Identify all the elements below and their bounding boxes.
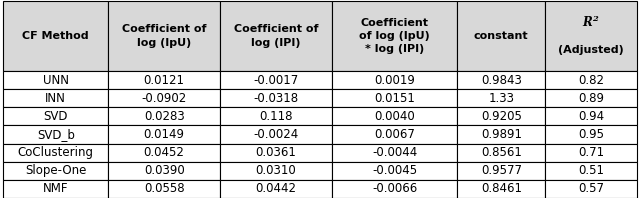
Bar (332, 89, 457, 107)
Bar (3, 71, 108, 89)
Bar (108, 71, 220, 89)
Bar (108, 107, 220, 125)
Bar (457, 125, 545, 144)
Text: Coefficient of
log (IpU): Coefficient of log (IpU) (122, 24, 206, 48)
Bar (220, 1, 332, 71)
Bar (545, 162, 637, 180)
Text: 0.118: 0.118 (259, 110, 292, 123)
Bar (457, 107, 545, 125)
Bar (108, 162, 220, 180)
Text: 0.0442: 0.0442 (255, 182, 296, 195)
Bar (3, 107, 108, 125)
Bar (220, 162, 332, 180)
Text: 0.0151: 0.0151 (374, 92, 415, 105)
Text: Slope-One: Slope-One (25, 164, 86, 177)
Text: CF Method: CF Method (22, 31, 89, 41)
Text: -0.0044: -0.0044 (372, 146, 417, 159)
Text: 0.95: 0.95 (578, 128, 604, 141)
Text: 0.0040: 0.0040 (374, 110, 415, 123)
Text: constant: constant (474, 31, 529, 41)
Bar (332, 107, 457, 125)
Text: 0.89: 0.89 (578, 92, 604, 105)
Text: -0.0066: -0.0066 (372, 182, 417, 195)
Text: 0.0283: 0.0283 (144, 110, 184, 123)
Bar (545, 107, 637, 125)
Bar (332, 1, 457, 71)
Text: 0.9891: 0.9891 (481, 128, 522, 141)
Bar (457, 162, 545, 180)
Text: 0.8561: 0.8561 (481, 146, 522, 159)
Text: SVD_b: SVD_b (36, 128, 75, 141)
Text: Coefficient of
log (IPI): Coefficient of log (IPI) (234, 24, 318, 48)
Text: -0.0024: -0.0024 (253, 128, 299, 141)
Text: NMF: NMF (43, 182, 68, 195)
Text: $\bfit{R}^2$: $\bfit{R}^2$ (582, 14, 600, 30)
Bar (332, 180, 457, 198)
Text: UNN: UNN (43, 73, 68, 87)
Bar (108, 89, 220, 107)
Bar (3, 144, 108, 162)
Text: 0.82: 0.82 (578, 73, 604, 87)
Text: 0.8461: 0.8461 (481, 182, 522, 195)
Bar (545, 125, 637, 144)
Text: SVD: SVD (44, 110, 68, 123)
Bar (3, 1, 108, 71)
Bar (545, 180, 637, 198)
Bar (332, 162, 457, 180)
Text: 0.0019: 0.0019 (374, 73, 415, 87)
Bar (108, 144, 220, 162)
Bar (3, 89, 108, 107)
Bar (108, 180, 220, 198)
Bar (220, 71, 332, 89)
Bar (220, 107, 332, 125)
Text: 0.0361: 0.0361 (255, 146, 296, 159)
Bar (545, 89, 637, 107)
Text: INN: INN (45, 92, 66, 105)
Bar (457, 71, 545, 89)
Text: 0.71: 0.71 (578, 146, 604, 159)
Text: 0.0558: 0.0558 (144, 182, 184, 195)
Bar (457, 1, 545, 71)
Bar (457, 89, 545, 107)
Text: 0.94: 0.94 (578, 110, 604, 123)
Bar (220, 89, 332, 107)
Text: -0.0902: -0.0902 (141, 92, 187, 105)
Bar (220, 125, 332, 144)
Text: Coefficient
of log (IpU)
* log (IPI): Coefficient of log (IpU) * log (IPI) (359, 18, 430, 54)
Text: (Adjusted): (Adjusted) (558, 45, 624, 55)
Bar (332, 125, 457, 144)
Bar (3, 162, 108, 180)
Text: -0.0318: -0.0318 (253, 92, 298, 105)
Text: 0.0121: 0.0121 (143, 73, 185, 87)
Bar (220, 144, 332, 162)
Text: 0.0067: 0.0067 (374, 128, 415, 141)
Text: 0.0310: 0.0310 (255, 164, 296, 177)
Bar (545, 71, 637, 89)
Text: 0.51: 0.51 (578, 164, 604, 177)
Text: CoClustering: CoClustering (18, 146, 93, 159)
Bar (332, 71, 457, 89)
Bar (545, 1, 637, 71)
Bar (457, 180, 545, 198)
Bar (220, 180, 332, 198)
Text: 1.33: 1.33 (488, 92, 515, 105)
Bar (108, 1, 220, 71)
Text: 0.0390: 0.0390 (144, 164, 184, 177)
Text: 0.9577: 0.9577 (481, 164, 522, 177)
Bar (3, 125, 108, 144)
Bar (332, 144, 457, 162)
Text: 0.9843: 0.9843 (481, 73, 522, 87)
Text: 0.0149: 0.0149 (143, 128, 185, 141)
Bar (3, 180, 108, 198)
Text: 0.57: 0.57 (578, 182, 604, 195)
Text: -0.0017: -0.0017 (253, 73, 299, 87)
Text: -0.0045: -0.0045 (372, 164, 417, 177)
Bar (545, 144, 637, 162)
Text: 0.9205: 0.9205 (481, 110, 522, 123)
Bar (457, 144, 545, 162)
Text: 0.0452: 0.0452 (144, 146, 184, 159)
Bar (108, 125, 220, 144)
